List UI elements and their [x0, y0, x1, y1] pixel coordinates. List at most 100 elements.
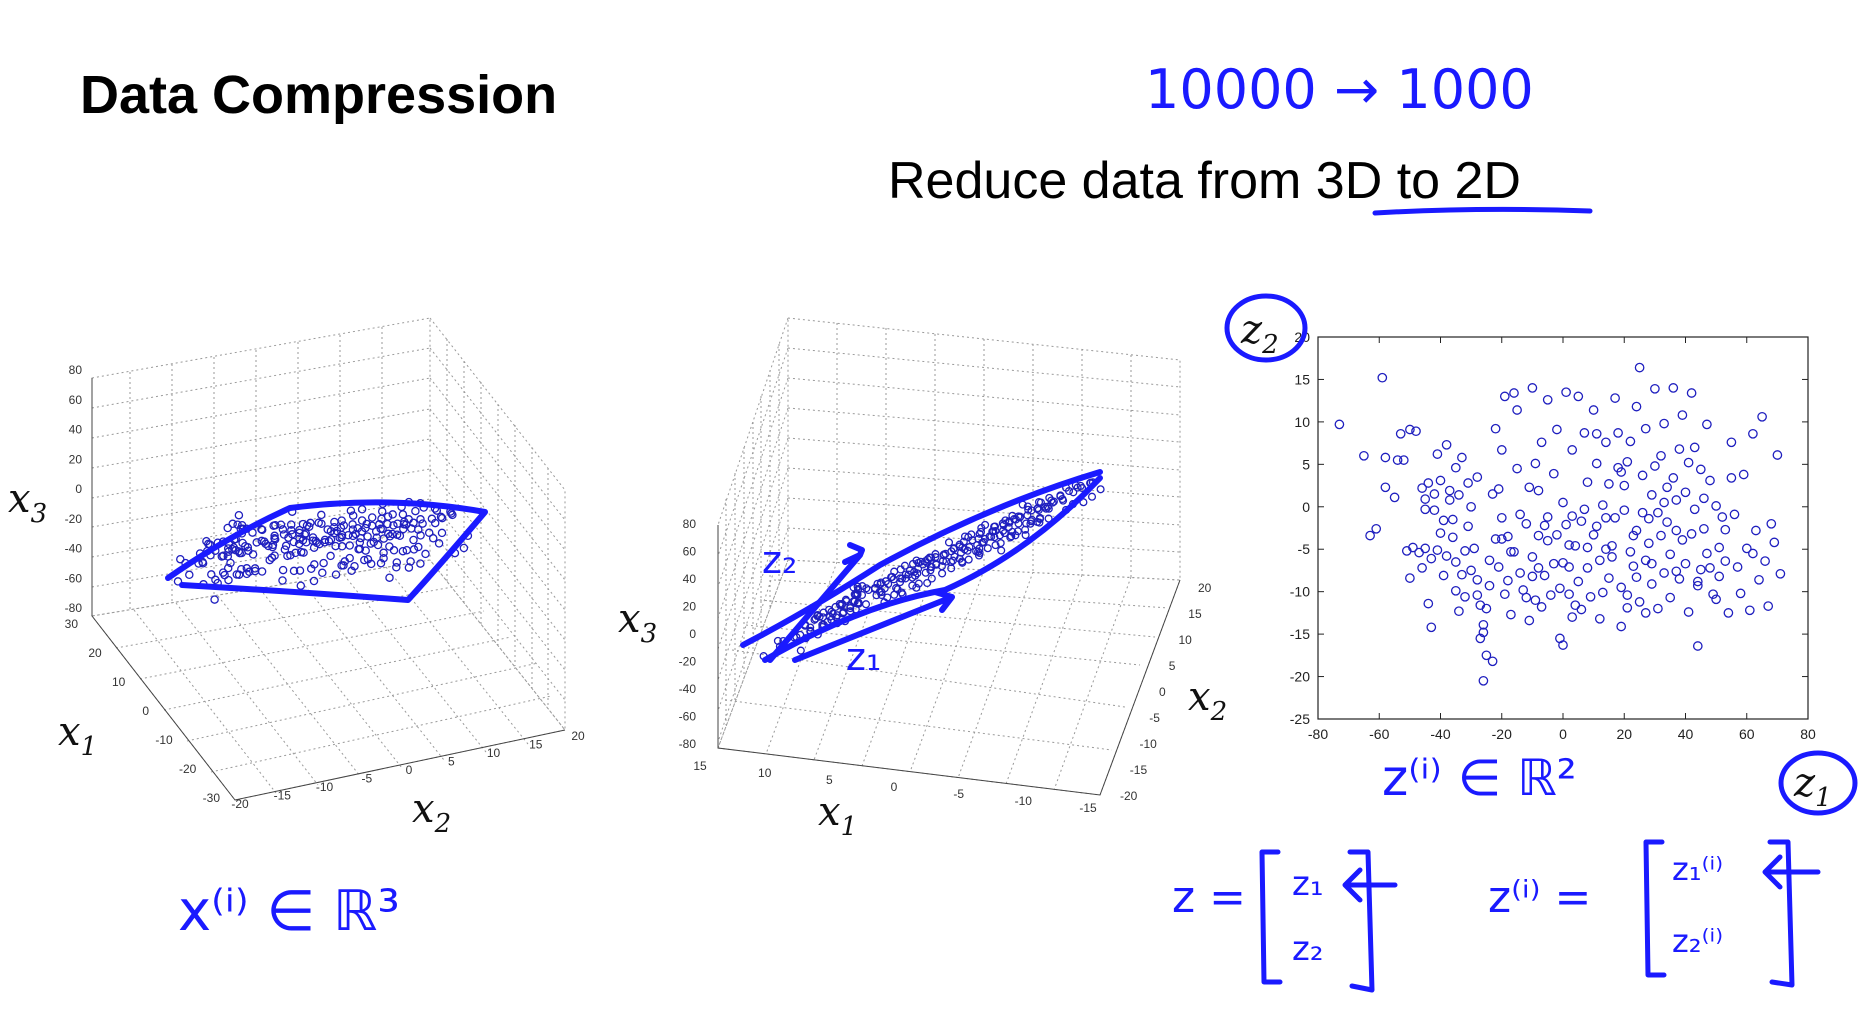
plot-left-point [295, 525, 304, 535]
plot-mid-annotation-z1: z₁ [846, 635, 881, 679]
plot-mid-x1-tick-label: 15 [693, 759, 707, 773]
plot-2d-point [1524, 615, 1535, 626]
plot-left-point [300, 530, 309, 539]
plot-2d-point [1567, 445, 1578, 455]
plot-mid-point [1024, 505, 1033, 514]
plot-mid-point [923, 578, 932, 588]
plot-2d-point [1659, 568, 1669, 578]
plot-left-axes [91, 378, 566, 801]
plot-2d-point [1741, 543, 1752, 554]
plot-2d-point [1686, 388, 1697, 398]
plot-mid-point [974, 547, 983, 556]
plot-mid-point [1004, 523, 1013, 532]
plot-mid-xlabel: x1 [818, 789, 857, 842]
plot-left-point [348, 525, 358, 534]
plot-mid-z-tick-label: -40 [679, 682, 697, 696]
plot-left-annotation: x⁽ⁱ⁾ ∈ ℝ³ [178, 879, 400, 944]
plot-mid-x1-ticks: 15 10 5 0 -5 -10 -15 [693, 759, 1097, 815]
plot-mid-point [931, 553, 940, 562]
plot-2d-point [1671, 525, 1682, 536]
plot-left-point [437, 528, 447, 538]
plot-2d-point [1457, 452, 1467, 463]
plot-2d-point [1411, 426, 1421, 437]
plot-mid-point [997, 546, 1006, 555]
plot-2d-point [1487, 656, 1498, 667]
plot-left-point [252, 538, 261, 547]
plot-mid-point [983, 544, 992, 553]
plot-left-point [392, 558, 402, 567]
plot-left-point [257, 567, 267, 576]
plot-2d-y-tick-label: 15 [1294, 371, 1310, 387]
plot-mid-point [955, 540, 964, 549]
plot-2d-point [1499, 589, 1510, 600]
plot-mid-x2-tick-label: 20 [1198, 581, 1212, 595]
plot-left-point [392, 530, 402, 539]
plot-2d-point [1689, 442, 1700, 453]
plot-mid-z-tick-label: 60 [683, 545, 697, 559]
plot-2d-point [1637, 470, 1648, 481]
plot-2d-point [1646, 490, 1657, 500]
plot-mid-point [827, 607, 836, 616]
plot-left-x2-tick-label: -20 [231, 797, 249, 811]
plot-mid-point [932, 560, 941, 569]
plot-2d-point [1447, 532, 1458, 543]
plot-2d-point [1570, 600, 1581, 611]
plot-2d-point [1591, 458, 1602, 469]
plot-2d-point [1423, 478, 1434, 488]
plot-left-point [267, 553, 277, 563]
plot-left-x2-tick-label: -10 [316, 780, 334, 794]
plot-2d-y-tick-label: -5 [1298, 541, 1311, 557]
plot-mid-point [912, 556, 921, 565]
plot-mid-point [914, 564, 923, 573]
plot-left-point [363, 532, 372, 541]
plot-mid-point [1036, 498, 1045, 507]
plot-mid-z-ticks: 80 60 40 20 0 -20 -40 -60 -80 [679, 517, 697, 751]
plot-mid-point [964, 555, 973, 564]
plot-left-point [357, 505, 367, 514]
plot-2d-point [1662, 517, 1672, 527]
plot-left-point [416, 515, 425, 524]
plot-left-point [210, 595, 219, 604]
plot-2d-point [1668, 383, 1679, 393]
plot-2d-point [1558, 640, 1568, 650]
plot-2d-point [1460, 546, 1470, 556]
plot-left-point [385, 573, 394, 582]
plot-2d-point [1530, 595, 1541, 606]
plot-left-point [270, 551, 279, 560]
plot-left-x1-tick-label: 20 [88, 646, 102, 660]
plot-left-point [389, 546, 399, 555]
plot-mid-point [990, 522, 999, 531]
plot-left-point [406, 557, 415, 566]
plot-mid-point [862, 584, 871, 593]
plot-mid-point [913, 569, 922, 578]
plot-2d-point [1772, 450, 1783, 460]
plot-2d-point [1597, 500, 1608, 510]
plot-left-point [223, 544, 233, 553]
plot-mid-point [1001, 516, 1010, 525]
plot-2d-point [1711, 594, 1721, 605]
plot-2d-point [1536, 602, 1547, 612]
plot-2d-point [1653, 507, 1663, 518]
vector-left-bracket-left [1259, 849, 1283, 985]
plot-mid-point [858, 582, 867, 591]
plot-mid-z-tick-label: 0 [689, 627, 696, 641]
plot-2d-point [1594, 613, 1605, 624]
plot-mid-point [921, 568, 930, 577]
plot-2d-point [1417, 483, 1427, 493]
plot-2d-point [1662, 482, 1672, 493]
plot-left-point [242, 569, 252, 579]
plot-2d-y-tick-label: 5 [1302, 456, 1310, 472]
plot-2d-point [1751, 525, 1761, 536]
plot-mid-point [1069, 488, 1078, 497]
plot-left-point [356, 533, 365, 543]
plot-2d-point [1567, 511, 1578, 521]
plot-2d-point [1668, 473, 1679, 483]
plot-left-point [207, 570, 216, 579]
plot-left-point [330, 517, 339, 527]
plot-2d-point [1533, 485, 1544, 496]
plot-mid-point [853, 590, 862, 599]
plot-2d-point [1579, 504, 1590, 515]
